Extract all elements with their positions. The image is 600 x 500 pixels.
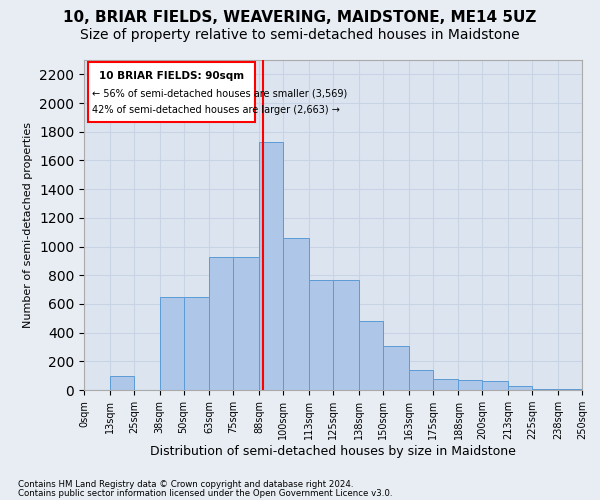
Bar <box>532 388 558 390</box>
Bar <box>283 238 309 390</box>
Bar <box>333 280 359 390</box>
Text: 10 BRIAR FIELDS: 90sqm: 10 BRIAR FIELDS: 90sqm <box>99 71 244 81</box>
Bar <box>409 370 433 390</box>
Text: ← 56% of semi-detached houses are smaller (3,569): ← 56% of semi-detached houses are smalle… <box>92 89 347 99</box>
Bar <box>160 296 184 390</box>
Bar <box>482 382 508 390</box>
Text: Contains HM Land Registry data © Crown copyright and database right 2024.: Contains HM Land Registry data © Crown c… <box>18 480 353 489</box>
Bar <box>558 388 582 390</box>
Text: Contains public sector information licensed under the Open Government Licence v3: Contains public sector information licen… <box>18 489 392 498</box>
Bar <box>209 256 233 390</box>
Bar <box>508 386 532 390</box>
Text: Size of property relative to semi-detached houses in Maidstone: Size of property relative to semi-detach… <box>80 28 520 42</box>
Bar <box>383 346 409 390</box>
Bar <box>309 280 333 390</box>
Bar <box>88 62 256 122</box>
Text: 10, BRIAR FIELDS, WEAVERING, MAIDSTONE, ME14 5UZ: 10, BRIAR FIELDS, WEAVERING, MAIDSTONE, … <box>64 10 536 25</box>
Text: 42% of semi-detached houses are larger (2,663) →: 42% of semi-detached houses are larger (… <box>92 105 340 115</box>
Bar <box>359 321 383 390</box>
Bar <box>458 380 482 390</box>
Bar <box>233 256 259 390</box>
Y-axis label: Number of semi-detached properties: Number of semi-detached properties <box>23 122 34 328</box>
X-axis label: Distribution of semi-detached houses by size in Maidstone: Distribution of semi-detached houses by … <box>150 445 516 458</box>
Bar <box>110 376 134 390</box>
Bar <box>433 378 458 390</box>
Bar <box>184 296 209 390</box>
Bar <box>259 142 283 390</box>
